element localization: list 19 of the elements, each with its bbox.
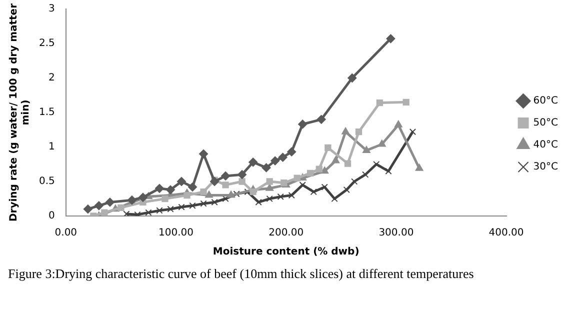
x-tick-label: 200.00	[268, 228, 304, 239]
legend-label: 50°C	[533, 118, 558, 129]
y-tick-label: 2	[48, 72, 55, 84]
x-tick-label: 0.00	[54, 228, 78, 239]
legend-label: 40°C	[533, 140, 558, 151]
y-tick-label: 0	[48, 210, 55, 222]
x-tick-label: 300.00	[378, 228, 414, 239]
x-axis-title: Moisture content (% dwb)	[212, 246, 360, 258]
y-tick-label: 1.5	[38, 107, 55, 118]
x-tick-label: 100.00	[158, 228, 194, 239]
x-tick-label: 400.00	[488, 228, 524, 239]
y-axis-title: Drying rate (g water/ 100 g dry matter min)	[8, 3, 32, 222]
legend-label: 30°C	[533, 162, 558, 173]
y-tick-label: 2.5	[38, 38, 55, 50]
legend-label: 60°C	[533, 96, 558, 107]
y-tick-label: 0.5	[38, 176, 55, 188]
caption: Figure 3:Drying characteristic curve of beef (10mm thick slices) at different temperatures	[8, 266, 475, 282]
y-tick-label: 1	[48, 142, 55, 153]
y-tick-label: 3	[48, 4, 55, 15]
